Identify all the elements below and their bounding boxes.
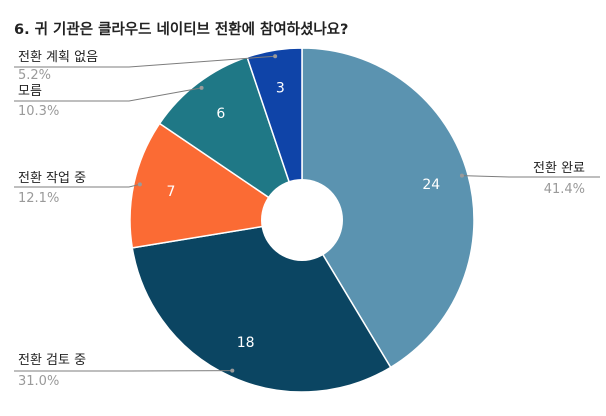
slice-percent-label: 41.4%: [544, 182, 585, 197]
chart-title: 6. 귀 기관은 클라우드 네이티브 전환에 참여하셨나요?: [14, 22, 349, 38]
slice-category-label: 모름: [18, 84, 42, 99]
donut-hole: [261, 179, 343, 261]
pie-slice-5: [246, 47, 303, 221]
slice-percent-label: 5.2%: [18, 68, 51, 83]
slice-percent-label: 31.0%: [18, 374, 59, 389]
callout-line: [14, 55, 276, 68]
slice-category-label: 전환 완료: [533, 161, 585, 176]
pie-slice-3: [129, 122, 304, 249]
slice-category-label: 전환 작업 중: [18, 171, 86, 186]
slice-percent-label: 10.3%: [18, 104, 59, 119]
slice-value-label: 6: [216, 106, 225, 122]
callout-dot: [230, 368, 235, 373]
slice-value-label: 24: [422, 177, 440, 193]
slice-category-label: 전환 검토 중: [18, 353, 86, 368]
callout-dot: [199, 85, 204, 90]
callout-line: [461, 175, 600, 178]
slice-percent-label: 12.1%: [18, 191, 59, 206]
pie-slice-1: [301, 47, 475, 369]
callout-line: [14, 87, 202, 102]
slice-value-label: 3: [276, 81, 285, 97]
slice-value-label: 7: [167, 184, 176, 200]
callout-dot: [459, 173, 464, 178]
slice-value-label: 18: [237, 335, 255, 351]
callout-dot: [137, 182, 142, 187]
callout-line: [14, 183, 141, 188]
pie-slice-2: [131, 219, 392, 393]
slice-category-label: 전환 계획 없음: [18, 50, 98, 65]
callout-dot: [273, 54, 278, 59]
